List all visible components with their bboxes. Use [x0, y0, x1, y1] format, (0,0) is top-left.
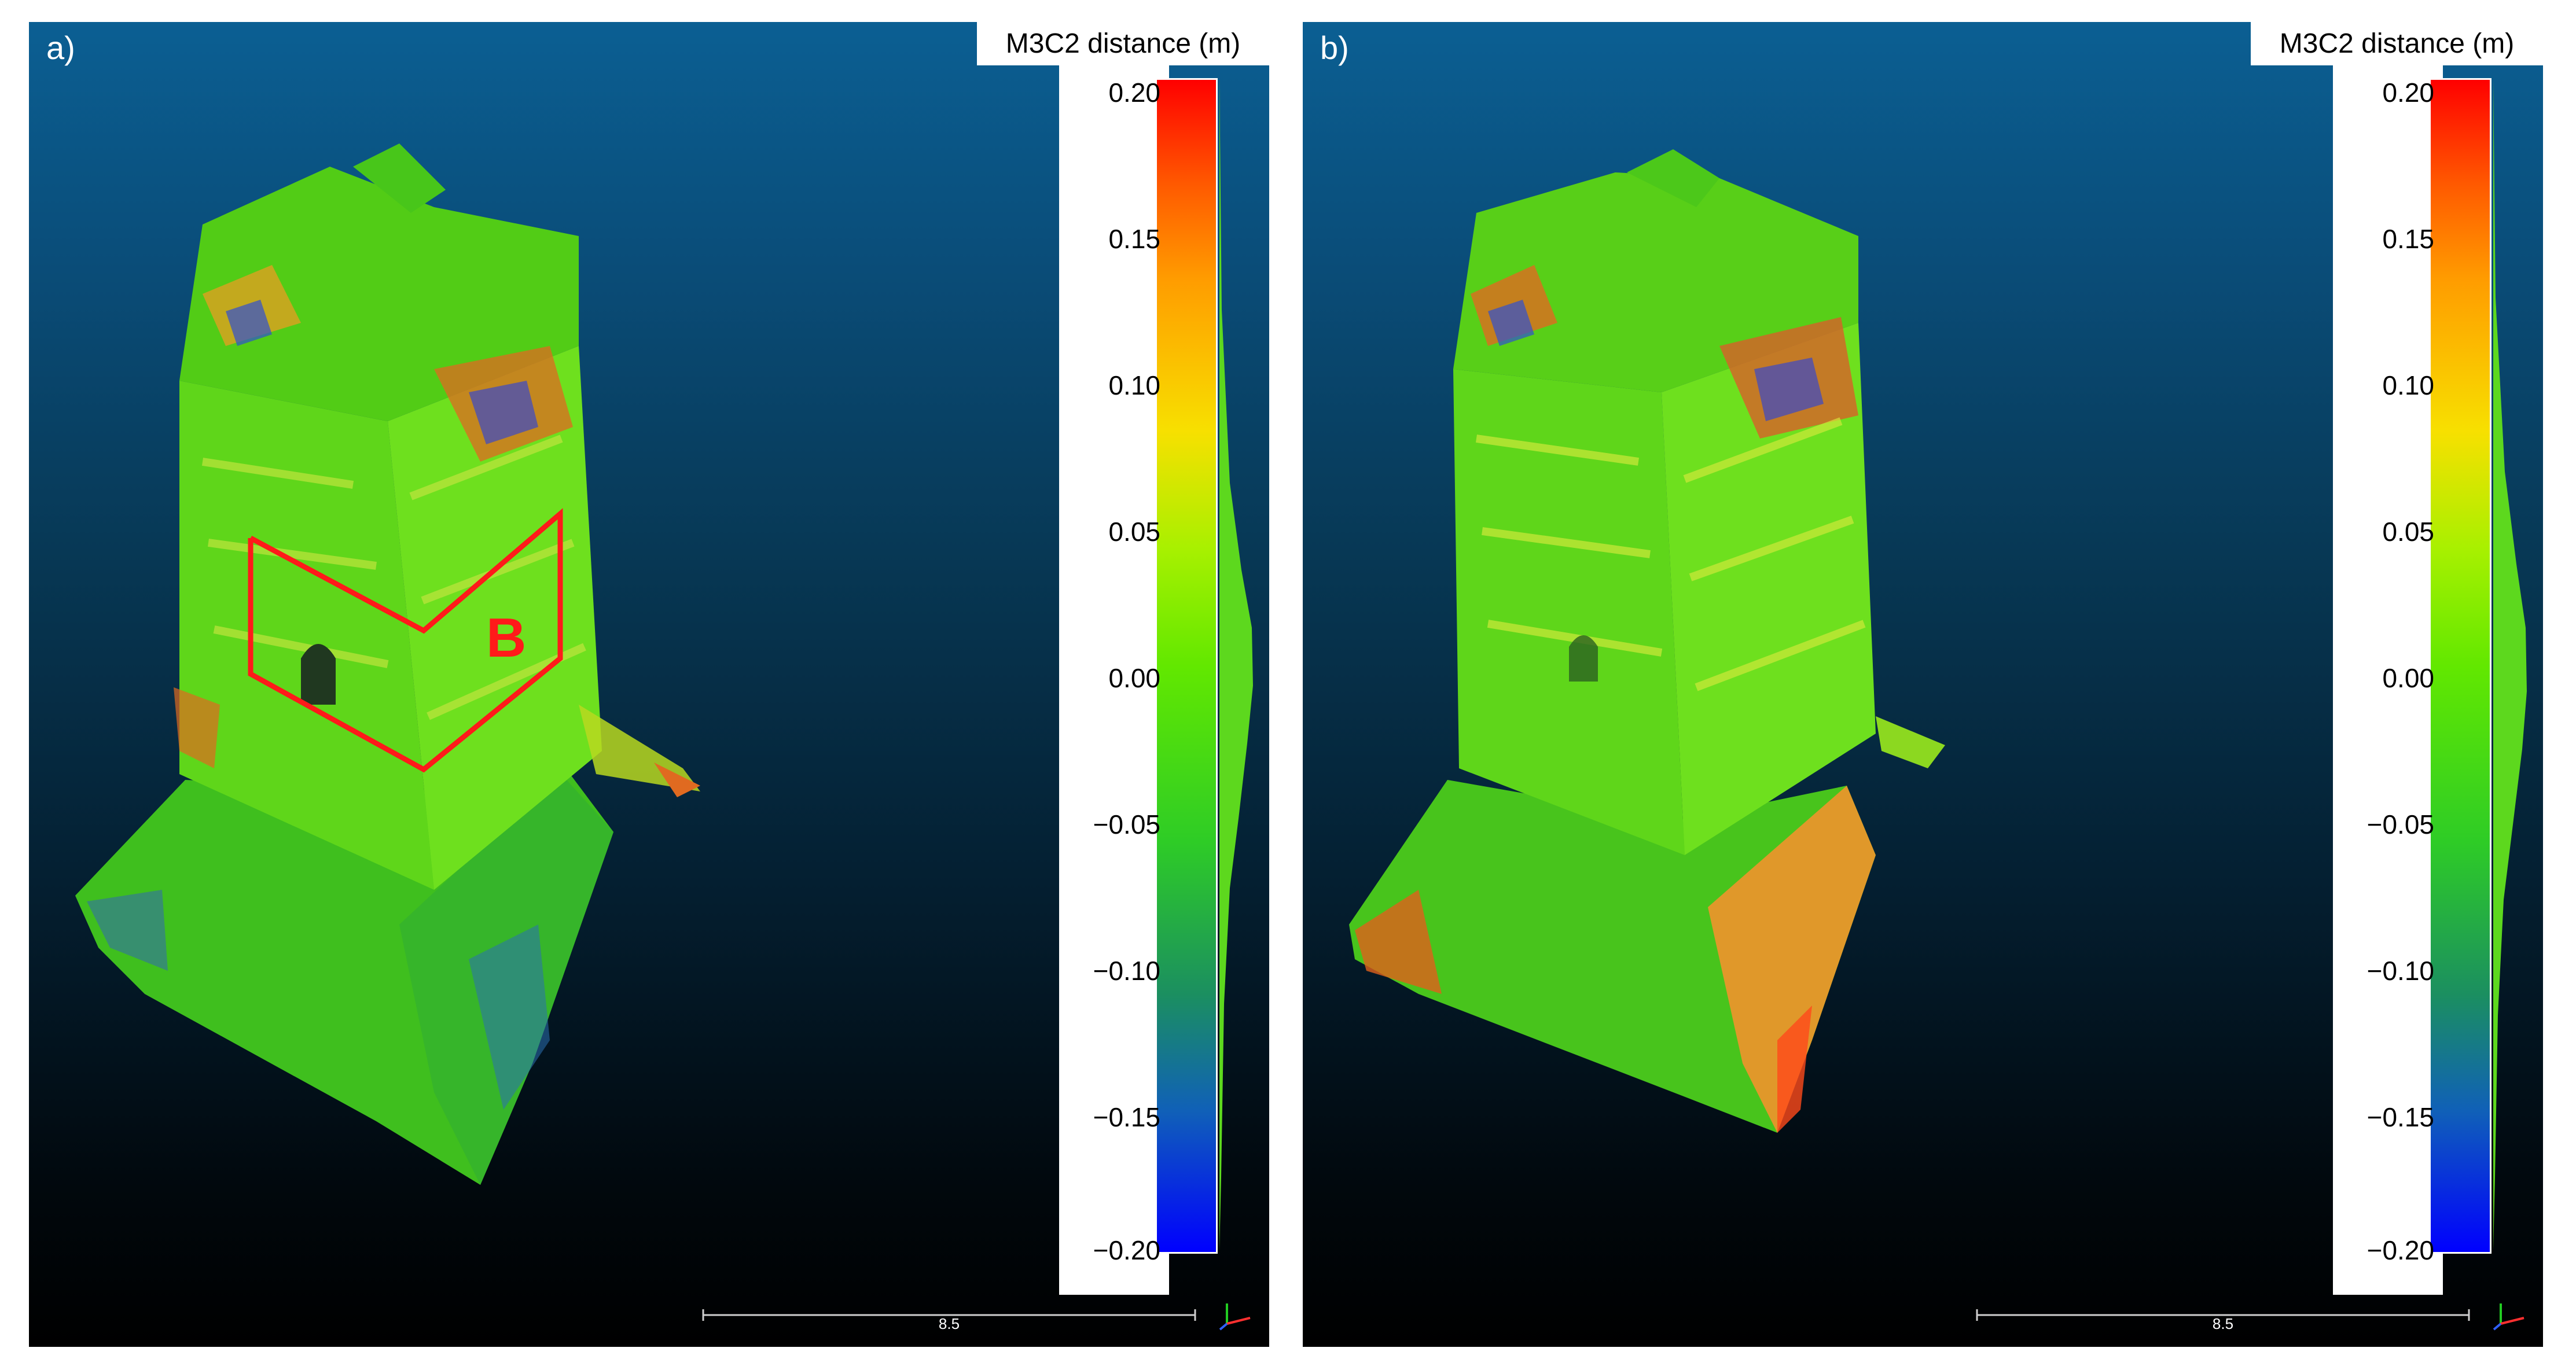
panel-a-label: a) — [46, 30, 75, 66]
tick-label: −0.10 — [2366, 956, 2434, 986]
tick-label: 0.20 — [2382, 78, 2434, 108]
point-cloud-tower-b — [1349, 149, 1945, 1133]
tick-label: 0.10 — [1108, 370, 1160, 400]
scale-bar-label: 8.5 — [938, 1315, 960, 1332]
legend-tick-area — [1059, 65, 1169, 1295]
scale-bar — [702, 1309, 1196, 1321]
tick-label: −0.10 — [1093, 956, 1160, 986]
tick-label: 0.10 — [2382, 370, 2434, 400]
legend-tick-area — [2333, 65, 2443, 1295]
legend-title: M3C2 distance (m) — [2251, 22, 2543, 65]
tick-label: 0.05 — [2382, 517, 2434, 547]
panel-a: a) B M3C — [29, 22, 1269, 1347]
tick-label: −0.20 — [1093, 1235, 1160, 1265]
tick-label: 0.05 — [1108, 517, 1160, 547]
point-cloud-tower-a — [75, 143, 700, 1185]
color-scale-bar — [2429, 78, 2492, 1254]
axis-triad-icon — [1219, 1303, 1251, 1331]
tick-label: −0.15 — [2366, 1102, 2434, 1132]
tick-label: 0.15 — [2382, 224, 2434, 254]
tick-label: 0.20 — [1108, 78, 1160, 108]
scale-bar — [1976, 1309, 2470, 1321]
panel-b-label: b) — [1320, 30, 1349, 66]
tick-label: −0.05 — [2366, 809, 2434, 839]
region-b-label: B — [486, 607, 527, 669]
scale-bar-label: 8.5 — [2212, 1315, 2234, 1332]
legend-title: M3C2 distance (m) — [977, 22, 1269, 65]
tick-label: −0.15 — [1093, 1102, 1160, 1132]
color-scale-bar — [1155, 78, 1218, 1254]
distance-histogram — [2493, 78, 2527, 1250]
axis-triad-icon — [2493, 1303, 2524, 1331]
panel-b: b) M3C2 distance (m) — [1303, 22, 2543, 1347]
tick-label: 0.00 — [2382, 663, 2434, 693]
tick-label: −0.20 — [2366, 1235, 2434, 1265]
tick-label: 0.15 — [1108, 224, 1160, 254]
tick-label: 0.00 — [1108, 663, 1160, 693]
distance-histogram — [1219, 78, 1253, 1250]
tick-label: −0.05 — [1093, 809, 1160, 839]
